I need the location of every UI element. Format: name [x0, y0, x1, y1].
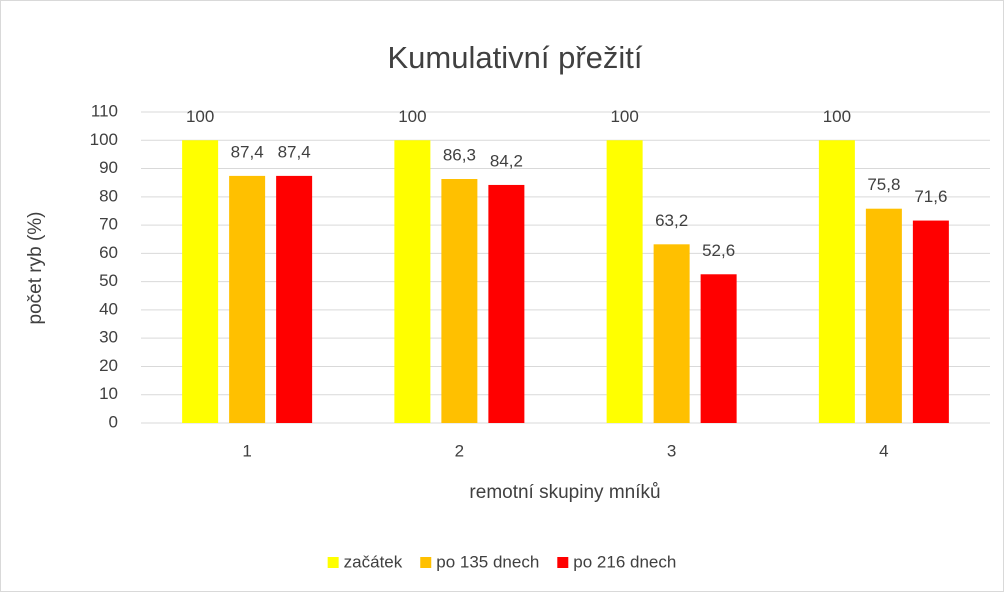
- y-tick-label: 60: [99, 243, 118, 262]
- data-label: 84,2: [490, 151, 523, 170]
- y-tick-label: 90: [99, 158, 118, 177]
- y-tick-label: 110: [91, 101, 118, 120]
- legend-swatch: [327, 557, 339, 568]
- bar: [865, 208, 902, 423]
- x-tick-label: 1: [242, 441, 251, 460]
- y-tick-label: 70: [99, 215, 118, 234]
- data-label: 52,6: [702, 241, 735, 260]
- bar: [394, 140, 431, 424]
- legend-label: začátek: [344, 552, 403, 571]
- legend-swatch: [420, 557, 432, 568]
- y-tick-label: 40: [99, 299, 118, 318]
- y-tick-label: 50: [99, 271, 118, 290]
- bar: [606, 140, 643, 424]
- bar: [229, 175, 266, 423]
- data-label: 63,2: [655, 211, 688, 230]
- data-label: 75,8: [867, 175, 900, 194]
- y-tick-label: 30: [99, 328, 118, 347]
- bar: [700, 274, 737, 423]
- bar: [276, 175, 313, 423]
- x-axis-label: remotní skupiny mníků: [469, 482, 660, 503]
- bar: [182, 140, 219, 424]
- legend-label: po 135 dnech: [436, 552, 539, 571]
- y-tick-label: 20: [99, 356, 118, 375]
- x-tick-label: 2: [455, 441, 464, 460]
- data-label: 87,4: [231, 142, 264, 161]
- data-label: 71,6: [914, 187, 947, 206]
- chart-title: Kumulativní přežití: [388, 40, 643, 75]
- legend-swatch: [557, 557, 569, 568]
- bar: [818, 140, 855, 424]
- bar: [653, 244, 690, 423]
- data-label: 87,4: [278, 142, 311, 161]
- data-label: 86,3: [443, 145, 476, 164]
- y-tick-label: 80: [99, 186, 118, 205]
- data-label: 100: [610, 107, 638, 126]
- bar: [488, 184, 525, 423]
- y-tick-label: 0: [109, 412, 118, 431]
- bar: [441, 179, 478, 423]
- data-label: 100: [823, 107, 851, 126]
- y-tick-label: 100: [90, 130, 118, 149]
- x-tick-label: 3: [667, 441, 676, 460]
- y-axis-label: počet ryb (%): [25, 212, 46, 325]
- y-tick-label: 10: [99, 384, 118, 403]
- bar: [912, 220, 949, 423]
- x-tick-label: 4: [879, 441, 888, 460]
- data-label: 100: [398, 107, 426, 126]
- legend-label: po 216 dnech: [573, 552, 676, 571]
- data-label: 100: [186, 107, 214, 126]
